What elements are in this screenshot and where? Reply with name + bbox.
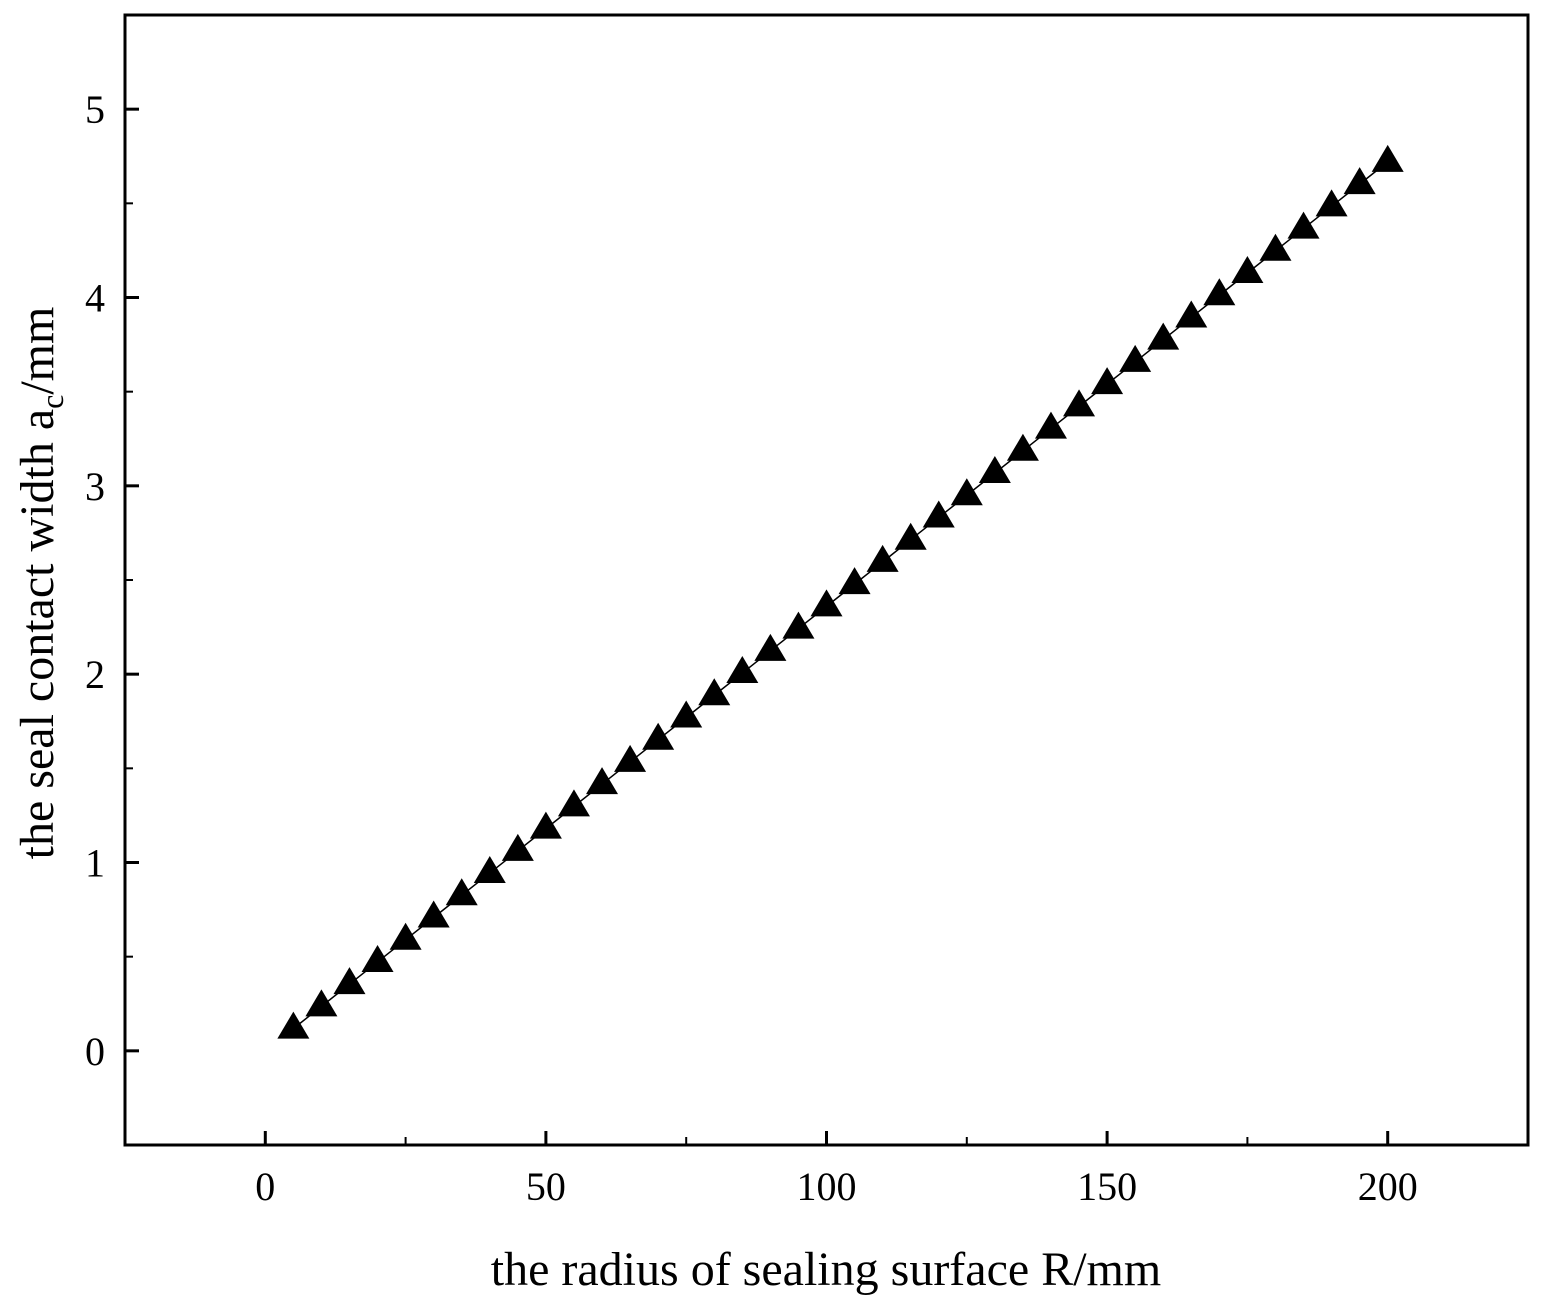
data-point-triangle [726, 656, 759, 684]
data-point-triangle [1034, 411, 1067, 439]
data-point-triangle [1231, 256, 1264, 284]
data-point-triangle [557, 789, 590, 817]
data-point-triangle [978, 456, 1011, 484]
data-point-triangle [698, 678, 731, 706]
data-point-triangle [1006, 433, 1039, 461]
data-point-triangle [1119, 344, 1152, 372]
data-point-triangle [810, 589, 843, 617]
data-point-triangle [1371, 144, 1404, 172]
data-point-triangle [922, 500, 955, 528]
x-tick-label: 200 [1358, 1164, 1418, 1209]
data-point-triangle [754, 633, 787, 661]
data-point-triangle [642, 722, 675, 750]
series-line [292, 161, 1389, 1030]
y-axis-title-subscript: c [34, 395, 70, 409]
data-point-triangle [838, 567, 871, 595]
data-point-triangle [1315, 189, 1348, 217]
y-tick-label: 2 [85, 652, 105, 697]
data-point-triangle [1259, 233, 1292, 261]
axes: 0 50 100 150 200 0 1 2 3 4 5 [85, 13, 1530, 1209]
y-axis-title: the seal contact width ac/mm [11, 307, 70, 860]
x-axis-title: the radius of sealing surface R/mm [491, 1243, 1161, 1296]
y-tick-label: 0 [85, 1029, 105, 1074]
data-point-triangle [1091, 367, 1124, 395]
y-axis-title-unit: /mm [11, 307, 64, 395]
data-point-triangle [1063, 389, 1096, 417]
data-point-triangle [1343, 167, 1376, 195]
y-tick-label: 5 [85, 87, 105, 132]
plot-frame [123, 13, 1530, 1147]
data-point-triangle [614, 744, 647, 772]
data-point-triangle [950, 478, 983, 506]
data-point-triangle [866, 544, 899, 572]
data-point-triangle [361, 944, 394, 972]
data-point-triangle [1147, 322, 1180, 350]
y-tick-label: 3 [85, 464, 105, 509]
x-tick-label: 0 [255, 1164, 275, 1209]
y-tick-label: 4 [85, 276, 105, 321]
y-tick-label: 1 [85, 841, 105, 886]
data-point-triangle [586, 767, 619, 795]
x-tick-label: 150 [1077, 1164, 1137, 1209]
data-point-triangle [1203, 278, 1236, 306]
data-point-triangle [473, 856, 506, 884]
data-point-triangle [1175, 300, 1208, 328]
data-point-triangle [529, 811, 562, 839]
x-tick-label: 50 [526, 1164, 566, 1209]
x-tick-label: 100 [797, 1164, 857, 1209]
data-point-triangle [277, 1011, 310, 1039]
data-series [277, 144, 1404, 1039]
data-point-triangle [894, 522, 927, 550]
data-point-triangle [389, 922, 422, 950]
data-point-triangle [417, 900, 450, 928]
data-point-triangle [305, 989, 338, 1017]
data-point-triangle [445, 878, 478, 906]
data-point-triangle [1287, 211, 1320, 239]
data-point-triangle [782, 611, 815, 639]
data-point-triangle [333, 967, 366, 995]
data-point-triangle [501, 833, 534, 861]
data-point-triangle [670, 700, 703, 728]
y-axis-title-main: the seal contact width a [11, 409, 64, 860]
